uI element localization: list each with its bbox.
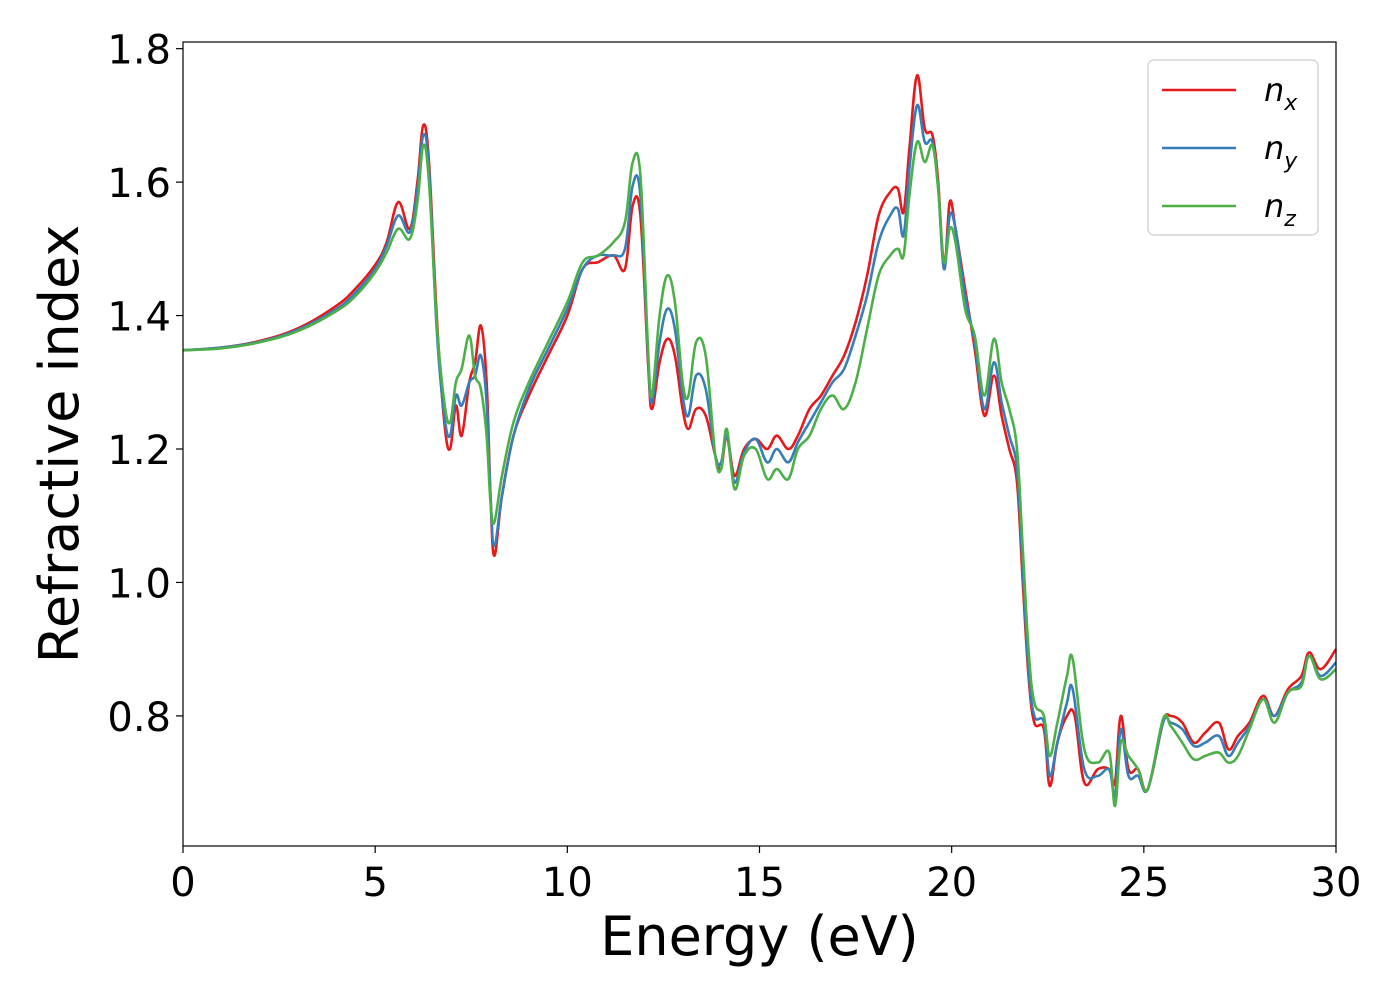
x-tick-label: 5	[362, 860, 387, 906]
series-layer	[182, 74, 1338, 808]
legend: nx ny nz	[1147, 59, 1319, 236]
y-tick-label: 1.2	[107, 428, 171, 474]
x-tick-label: 30	[1311, 860, 1362, 906]
x-tick-label: 15	[734, 860, 785, 906]
legend-label-x: nx	[1264, 71, 1298, 116]
y-tick-label: 0.8	[107, 695, 171, 741]
x-tick-label: 25	[1118, 860, 1169, 906]
x-axis-ticks: 0 5 10 15 20 25 30	[170, 846, 1361, 906]
series-line-y	[182, 104, 1337, 799]
y-axis-ticks: 0.8 1.0 1.2 1.4 1.6 1.8	[107, 28, 183, 741]
y-tick-label: 1.6	[107, 161, 171, 207]
y-tick-label: 1.4	[107, 295, 171, 341]
x-axis-label: Energy (eV)	[600, 905, 919, 968]
series-line-z	[182, 139, 1337, 808]
legend-label-z: nz	[1264, 187, 1296, 232]
legend-label-y: ny	[1264, 129, 1298, 174]
y-axis-label: Refractive index	[28, 225, 91, 664]
x-tick-label: 0	[170, 860, 195, 906]
x-tick-label: 20	[926, 860, 977, 906]
y-tick-label: 1.0	[107, 561, 171, 607]
x-tick-label: 10	[542, 860, 593, 906]
y-tick-label: 1.8	[107, 28, 171, 74]
